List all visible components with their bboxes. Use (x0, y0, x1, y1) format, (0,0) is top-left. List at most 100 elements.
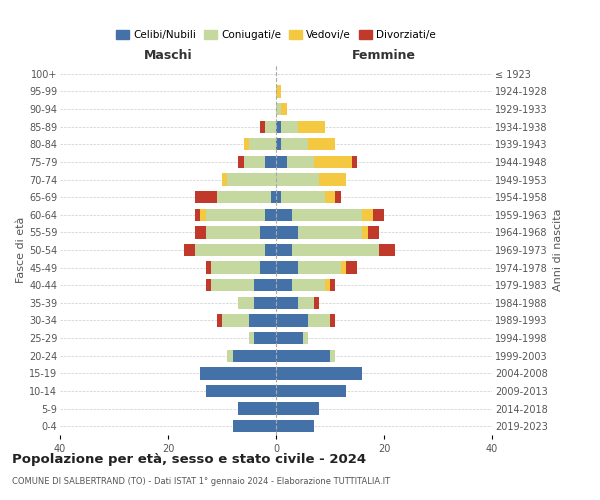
Bar (292, 244, 379, 256)
Bar (211, 262, 260, 274)
Bar (217, 191, 271, 203)
Bar (281, 103, 287, 115)
Bar (195, 191, 217, 203)
Bar (276, 156, 287, 168)
Bar (265, 244, 276, 256)
Bar (233, 350, 276, 362)
Bar (330, 350, 335, 362)
Legend: Celibi/Nubili, Coniugati/e, Vedovi/e, Divorziati/e: Celibi/Nubili, Coniugati/e, Vedovi/e, Di… (112, 26, 440, 44)
Bar (260, 226, 276, 238)
Bar (276, 350, 330, 362)
Bar (287, 156, 314, 168)
Bar (298, 120, 325, 133)
Bar (238, 296, 254, 309)
Bar (254, 296, 276, 309)
Bar (276, 314, 308, 326)
Bar (271, 191, 276, 203)
Bar (314, 296, 319, 309)
Text: Popolazione per età, sesso e stato civile - 2024: Popolazione per età, sesso e stato civil… (12, 452, 366, 466)
Bar (222, 174, 227, 186)
Bar (292, 208, 362, 221)
Bar (206, 385, 276, 397)
Bar (314, 156, 352, 168)
Bar (276, 208, 292, 221)
Text: COMUNE DI SALBERTRAND (TO) - Dati ISTAT 1° gennaio 2024 - Elaborazione TUTTITALI: COMUNE DI SALBERTRAND (TO) - Dati ISTAT … (12, 478, 390, 486)
Bar (276, 191, 281, 203)
Bar (373, 208, 384, 221)
Bar (276, 120, 281, 133)
Bar (335, 191, 341, 203)
Bar (260, 262, 276, 274)
Bar (276, 420, 314, 432)
Bar (276, 174, 319, 186)
Bar (206, 262, 211, 274)
Bar (254, 332, 276, 344)
Bar (276, 86, 281, 98)
Bar (200, 367, 276, 380)
Bar (244, 156, 265, 168)
Bar (276, 138, 281, 150)
Bar (368, 226, 379, 238)
Bar (330, 279, 335, 291)
Bar (281, 120, 298, 133)
Bar (362, 208, 373, 221)
Bar (206, 279, 211, 291)
Bar (281, 138, 308, 150)
Bar (330, 314, 335, 326)
Bar (276, 244, 292, 256)
Bar (276, 402, 319, 414)
Y-axis label: Anni di nascita: Anni di nascita (553, 209, 563, 291)
Bar (341, 262, 346, 274)
Bar (244, 138, 249, 150)
Bar (222, 314, 249, 326)
Bar (308, 138, 335, 150)
Bar (238, 156, 244, 168)
Bar (276, 367, 362, 380)
Bar (308, 314, 330, 326)
Bar (200, 208, 206, 221)
Bar (249, 332, 254, 344)
Bar (276, 262, 298, 274)
Bar (238, 402, 276, 414)
Bar (276, 226, 298, 238)
Bar (325, 279, 330, 291)
Bar (319, 174, 346, 186)
Bar (325, 191, 335, 203)
Bar (352, 156, 357, 168)
Bar (276, 332, 303, 344)
Bar (265, 156, 276, 168)
Text: Femmine: Femmine (352, 50, 416, 62)
Bar (292, 279, 325, 291)
Text: Maschi: Maschi (143, 50, 193, 62)
Bar (195, 244, 265, 256)
Bar (184, 244, 195, 256)
Bar (206, 226, 260, 238)
Bar (233, 420, 276, 432)
Bar (379, 244, 395, 256)
Bar (265, 208, 276, 221)
Bar (276, 103, 281, 115)
Bar (276, 279, 292, 291)
Bar (346, 262, 357, 274)
Bar (249, 138, 276, 150)
Bar (227, 174, 276, 186)
Bar (254, 279, 276, 291)
Bar (195, 208, 200, 221)
Bar (362, 226, 368, 238)
Y-axis label: Fasce di età: Fasce di età (16, 217, 26, 283)
Bar (195, 226, 206, 238)
Bar (281, 191, 325, 203)
Bar (276, 296, 298, 309)
Bar (249, 314, 276, 326)
Bar (298, 262, 341, 274)
Bar (260, 120, 265, 133)
Bar (298, 226, 362, 238)
Bar (206, 208, 265, 221)
Bar (276, 385, 346, 397)
Bar (217, 314, 222, 326)
Bar (298, 296, 314, 309)
Bar (265, 120, 276, 133)
Bar (227, 350, 233, 362)
Bar (303, 332, 308, 344)
Bar (211, 279, 254, 291)
